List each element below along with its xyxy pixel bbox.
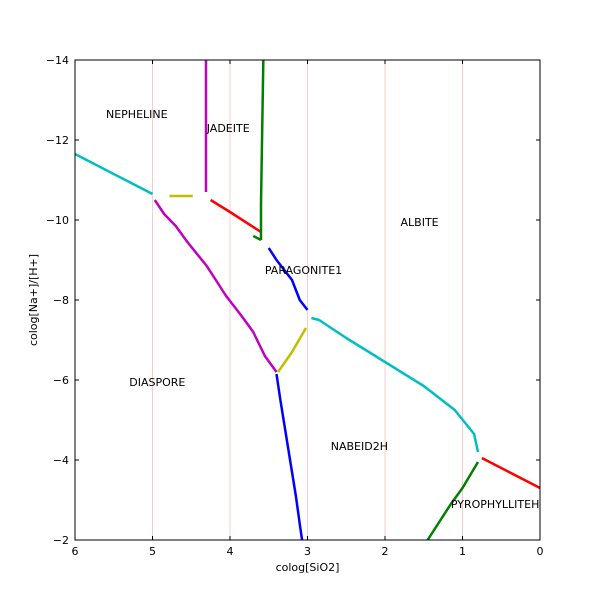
- x-tick-label: 5: [149, 545, 156, 558]
- series-line-10: [252, 234, 262, 242]
- y-tick-label: −4: [53, 454, 69, 467]
- y-tick-label: −14: [46, 54, 69, 67]
- series-line-12: [267, 247, 309, 311]
- region-label-nepheline: NEPHELINE: [106, 108, 168, 121]
- y-tick-label: −10: [46, 214, 69, 227]
- y-axis-label: colog[Na+]/[H+]: [27, 254, 40, 346]
- series-line-13: [275, 373, 304, 541]
- region-label-albite: ALBITE: [401, 216, 439, 229]
- x-tick-label: 3: [304, 545, 311, 558]
- y-tick-label: −8: [53, 294, 69, 307]
- y-tick-label: −6: [53, 374, 69, 387]
- axis-ticks: 6 5 4 3 2 1 0 −2 −4 −6 −8 −10 −12 −14: [46, 54, 544, 558]
- series-line-4: [277, 327, 308, 373]
- x-axis-label: colog[SiO2]: [276, 561, 340, 574]
- series-line-7: [209, 198, 262, 234]
- region-label-jadeite: JADEITE: [206, 122, 250, 135]
- y-tick-label: −12: [46, 134, 69, 147]
- region-label-nabeid2h: NABEID2H: [331, 440, 388, 453]
- y-tick-label: −2: [53, 534, 69, 547]
- x-tick-label: 1: [459, 545, 466, 558]
- region-label-paragonite1: PARAGONITE1: [265, 264, 342, 277]
- series-line-11: [426, 461, 480, 541]
- series-line-6: [153, 199, 278, 373]
- x-tick-label: 0: [537, 545, 544, 558]
- series-lines: [74, 59, 541, 541]
- series-line-9: [259, 59, 265, 240]
- x-tick-label: 2: [382, 545, 389, 558]
- x-tick-label: 4: [227, 545, 234, 558]
- region-labels: NEPHELINE JADEITE ALBITE PARAGONITE1 DIASPOR…: [106, 108, 539, 511]
- region-label-diaspore: DIASPORE: [129, 376, 185, 389]
- region-label-pyrophylliteh: PYROPHYLLITEH: [451, 498, 539, 511]
- series-line-1: [74, 152, 154, 196]
- series-line-2: [311, 316, 480, 453]
- series-line-8: [481, 456, 541, 490]
- x-tick-label: 6: [72, 545, 79, 558]
